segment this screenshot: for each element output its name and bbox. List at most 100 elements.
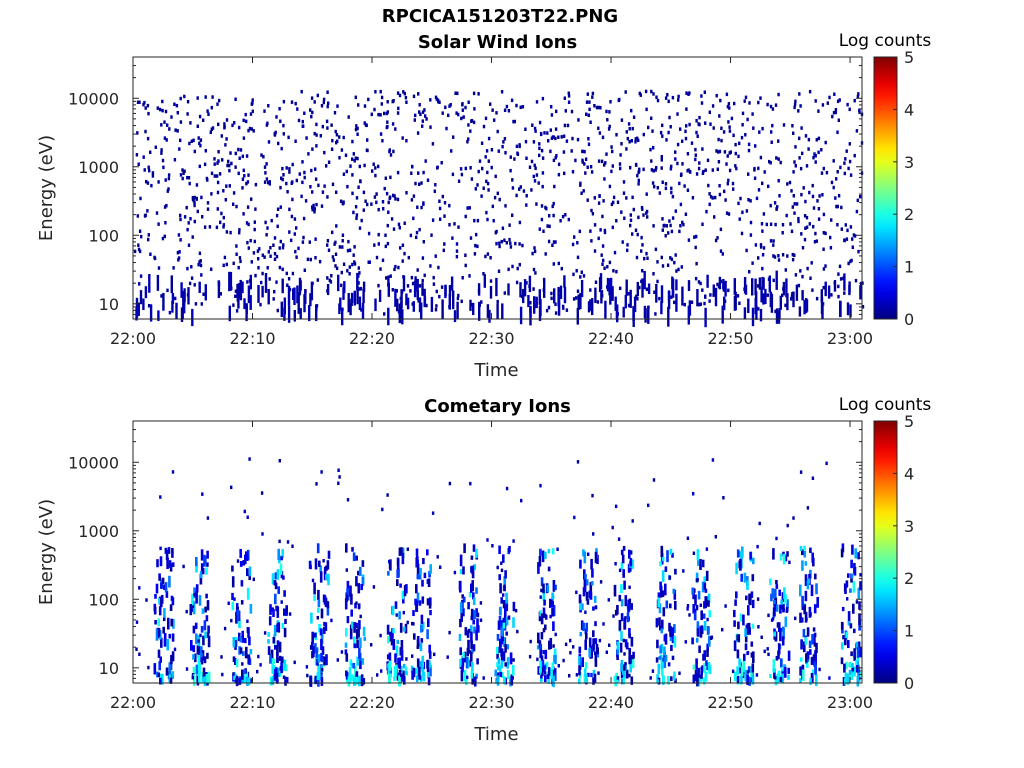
spectrogram-cell <box>594 638 598 645</box>
spectrogram-cell <box>496 129 499 134</box>
spectrogram-cell <box>318 560 321 567</box>
spectrogram-cell <box>513 157 516 161</box>
spectrogram-cell <box>715 149 718 153</box>
spectrogram-cell <box>253 220 256 224</box>
spectrogram-cell <box>354 666 357 678</box>
spectrogram-cell <box>211 126 215 130</box>
spectrogram-cell <box>138 249 142 254</box>
spectrogram-cell <box>497 657 501 665</box>
spectrogram-cell <box>166 189 169 193</box>
x-axis-label: Time <box>473 360 518 381</box>
spectrogram-cell <box>358 620 361 630</box>
spectrogram-cell <box>139 196 142 201</box>
spectrogram-cell <box>454 91 457 95</box>
spectrogram-cell <box>799 666 802 676</box>
spectrogram-cell <box>754 243 758 247</box>
spectrogram-cell <box>198 281 201 293</box>
spectrogram-cell <box>346 590 350 601</box>
spectrogram-cell <box>800 639 803 650</box>
spectrogram-cell <box>643 305 647 318</box>
spectrogram-cell <box>722 288 726 292</box>
spectrogram-cell <box>232 637 236 648</box>
spectrogram-cell <box>745 248 748 253</box>
spectrogram-cell <box>423 108 426 112</box>
spectrogram-cell <box>273 133 277 137</box>
spectrogram-cell <box>438 100 441 104</box>
spectrogram-cell <box>266 121 269 125</box>
spectrogram-cell <box>773 599 776 606</box>
spectrogram-cell <box>716 236 719 240</box>
spectrogram-cell <box>341 307 344 326</box>
spectrogram-cell <box>769 203 772 208</box>
spectrogram-cell <box>276 308 279 313</box>
spectrogram-cell <box>500 90 504 94</box>
spectrogram-cell <box>651 129 654 133</box>
spectrogram-cell <box>502 593 505 597</box>
spectrogram-cell <box>856 647 860 658</box>
spectrogram-cell <box>587 137 590 141</box>
spectrogram-cell <box>665 138 668 142</box>
spectrogram-cell <box>245 119 248 124</box>
spectrogram-cell <box>812 155 815 160</box>
spectrogram-cell <box>288 167 291 171</box>
spectrogram-cell <box>744 95 748 100</box>
spectrogram-cell <box>340 148 344 152</box>
spectrogram-cell <box>431 218 435 222</box>
spectrogram-cell <box>187 221 190 225</box>
spectrogram-cell <box>601 262 604 266</box>
spectrogram-cell <box>468 659 472 667</box>
spectrogram-cell <box>577 294 580 310</box>
spectrogram-cell <box>757 284 760 288</box>
spectrogram-cell <box>486 217 489 222</box>
spectrogram-cell <box>345 628 348 637</box>
spectrogram-cell <box>231 592 234 600</box>
spectrogram-cell <box>487 159 490 163</box>
spectrogram-cell <box>569 651 572 655</box>
spectrogram-cell <box>501 144 504 149</box>
spectrogram-cell <box>820 171 824 175</box>
spectrogram-cell <box>630 139 633 143</box>
spectrogram-cell <box>246 568 249 577</box>
spectrogram-cell <box>438 206 442 211</box>
spectrogram-cell <box>683 302 686 307</box>
spectrogram-cell <box>422 558 425 565</box>
spectrogram-cell <box>281 166 284 171</box>
spectrogram-cell <box>168 127 171 131</box>
spectrogram-cell <box>744 635 748 643</box>
spectrogram-cell <box>525 156 528 160</box>
spectrogram-cell <box>188 281 192 286</box>
spectrogram-cell <box>699 281 702 286</box>
spectrogram-cell <box>295 226 298 230</box>
spectrogram-cell <box>461 103 464 107</box>
spectrogram-cell <box>579 559 582 569</box>
spectrogram-cell <box>417 299 420 303</box>
spectrogram-cell <box>821 103 825 107</box>
spectrogram-cell <box>175 302 178 320</box>
spectrogram-cell <box>645 251 648 256</box>
spectrogram-cell <box>836 99 840 104</box>
spectrogram-cell <box>192 645 196 653</box>
spectrogram-cell <box>699 626 703 638</box>
spectrogram-cell <box>770 140 773 144</box>
spectrogram-cell <box>304 199 308 203</box>
spectrogram-cell <box>279 666 283 671</box>
spectrogram-cell <box>420 661 423 669</box>
spectrogram-cell <box>475 673 478 679</box>
spectrogram-cell <box>702 677 706 685</box>
spectrogram-cell <box>788 180 792 185</box>
spectrogram-cell <box>233 597 236 601</box>
spectrogram-cell <box>777 139 780 143</box>
spectrogram-cell <box>539 131 543 136</box>
spectrogram-cell <box>501 226 505 230</box>
spectrogram-cell <box>363 121 366 125</box>
spectrogram-cell <box>656 260 659 264</box>
spectrogram-cell <box>455 242 459 246</box>
spectrogram-cell <box>551 594 555 600</box>
spectrogram-cell <box>216 161 219 165</box>
spectrogram-cell <box>589 120 592 124</box>
spectrogram-cell <box>794 616 797 621</box>
spectrogram-cell <box>351 139 354 144</box>
spectrogram-cell <box>213 162 216 166</box>
spectrogram-cell <box>805 164 809 168</box>
spectrogram-cell <box>661 657 665 663</box>
